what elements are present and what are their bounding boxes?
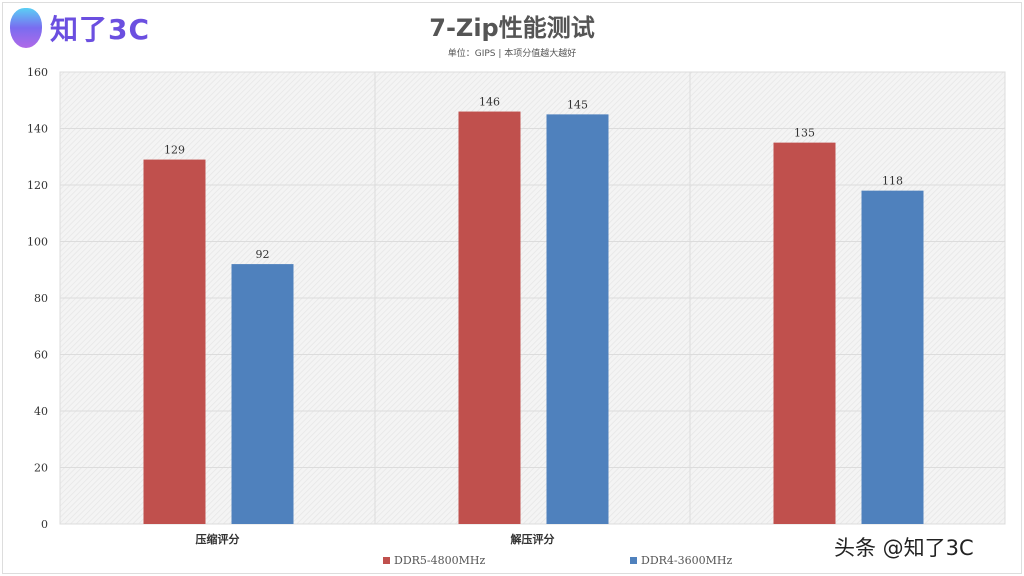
watermark: 头条 @知了3C [834, 536, 974, 560]
logo-text: 知了3C [50, 13, 151, 46]
y-tick-label: 20 [34, 462, 48, 475]
data-label: 135 [794, 127, 815, 140]
data-label: 92 [256, 248, 270, 261]
chart-subtitle: 单位：GIPS | 本项分值越大越好 [447, 49, 577, 59]
y-tick-label: 100 [27, 236, 48, 249]
bar-DDR4-3600MHz [861, 190, 924, 524]
y-tick-label: 80 [34, 292, 48, 305]
x-tick-label: 压缩评分 [196, 532, 240, 546]
y-tick-label: 60 [34, 349, 48, 362]
data-label: 145 [567, 98, 588, 111]
logo: 知了3C [10, 8, 150, 48]
data-label: 146 [479, 96, 500, 109]
x-tick-label: 解压评分 [511, 532, 555, 546]
data-label: 118 [882, 175, 903, 188]
y-tick-label: 40 [34, 405, 48, 418]
legend-item-ddr5: DDR5-4800MHz [383, 554, 485, 567]
chart-title: 7-Zip性能测试 [429, 14, 595, 42]
legend-swatch [383, 557, 390, 564]
y-tick-label: 120 [27, 179, 48, 192]
bar-DDR4-3600MHz [231, 264, 294, 524]
bar-DDR5-4800MHz [458, 111, 521, 525]
legend-item-ddr4: DDR4-3600MHz [630, 554, 732, 567]
y-tick-label: 0 [41, 518, 48, 531]
legend-swatch [630, 557, 637, 564]
legend-label: DDR5-4800MHz [394, 554, 486, 567]
y-tick-label: 160 [27, 66, 48, 79]
bar-DDR5-4800MHz [773, 142, 836, 524]
bar-DDR5-4800MHz [143, 159, 206, 524]
data-label: 129 [164, 144, 185, 157]
logo-icon [10, 8, 42, 48]
y-tick-label: 140 [27, 123, 48, 136]
legend-label: DDR4-3600MHz [641, 554, 733, 567]
bar-DDR4-3600MHz [546, 114, 609, 524]
